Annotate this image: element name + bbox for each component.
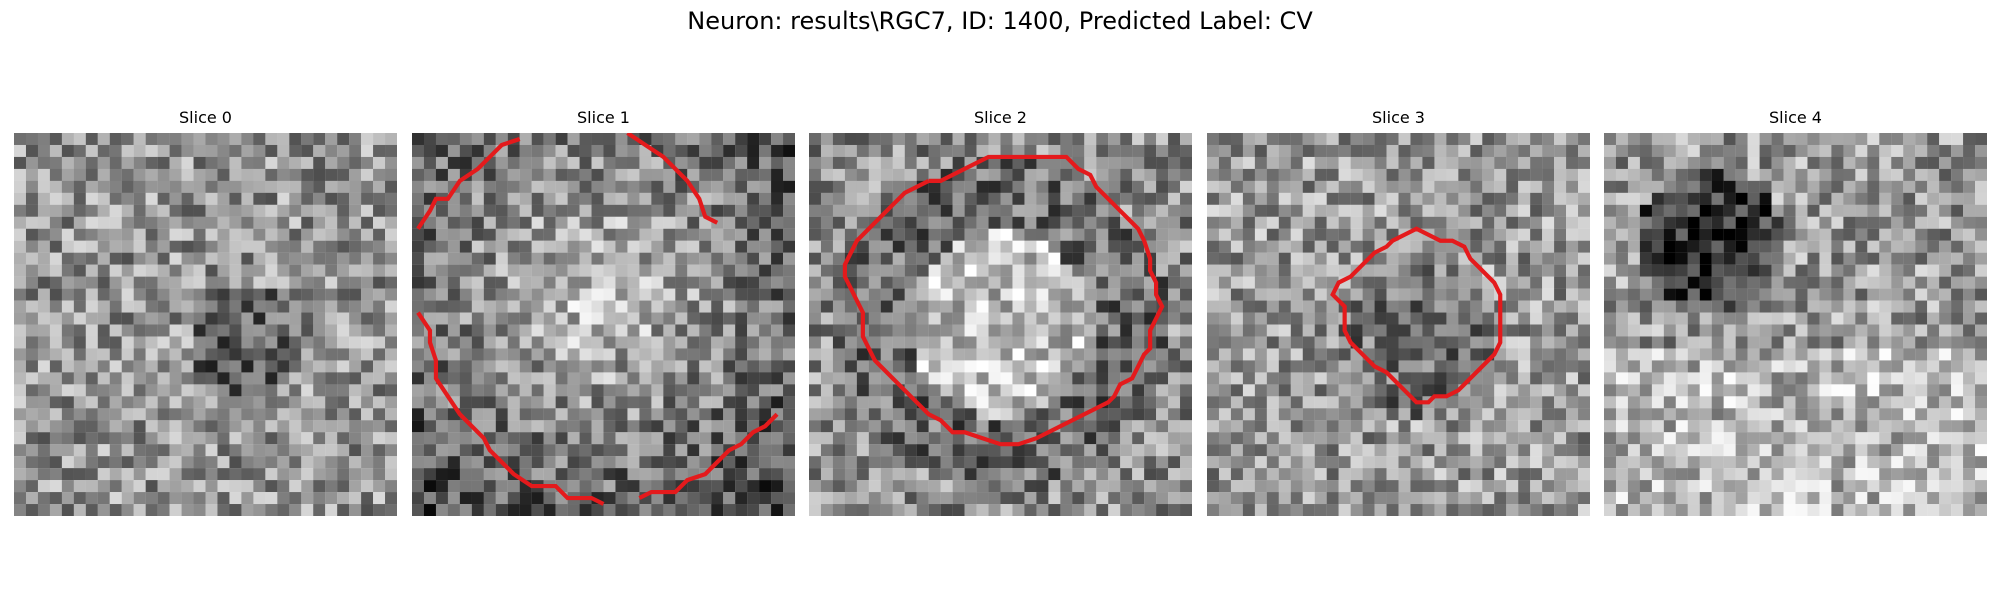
slice-4-image	[1604, 133, 1987, 516]
slice-0-image	[14, 133, 397, 516]
contour-line	[842, 154, 1165, 447]
slice-1-image	[412, 133, 795, 516]
contour-line	[416, 311, 605, 506]
slice-1-title: Slice 1	[577, 108, 630, 127]
contour-line	[1330, 226, 1503, 405]
pixel-grid	[412, 133, 795, 516]
contour-line	[416, 136, 521, 230]
pixel-grid	[14, 133, 397, 516]
slice-3-image	[1207, 133, 1590, 516]
slice-2-title: Slice 2	[974, 108, 1027, 127]
slice-3-title: Slice 3	[1372, 108, 1425, 127]
figure-title: Neuron: results\RGC7, ID: 1400, Predicte…	[687, 7, 1313, 35]
contour-line	[626, 133, 719, 225]
slice-4-title: Slice 4	[1769, 108, 1822, 127]
contour-line	[638, 412, 779, 500]
pixel-grid	[809, 133, 1192, 516]
slice-2-image	[809, 133, 1192, 516]
pixel-grid	[1207, 133, 1590, 516]
slice-0-title: Slice 0	[179, 108, 232, 127]
pixel-grid	[1604, 133, 1987, 516]
